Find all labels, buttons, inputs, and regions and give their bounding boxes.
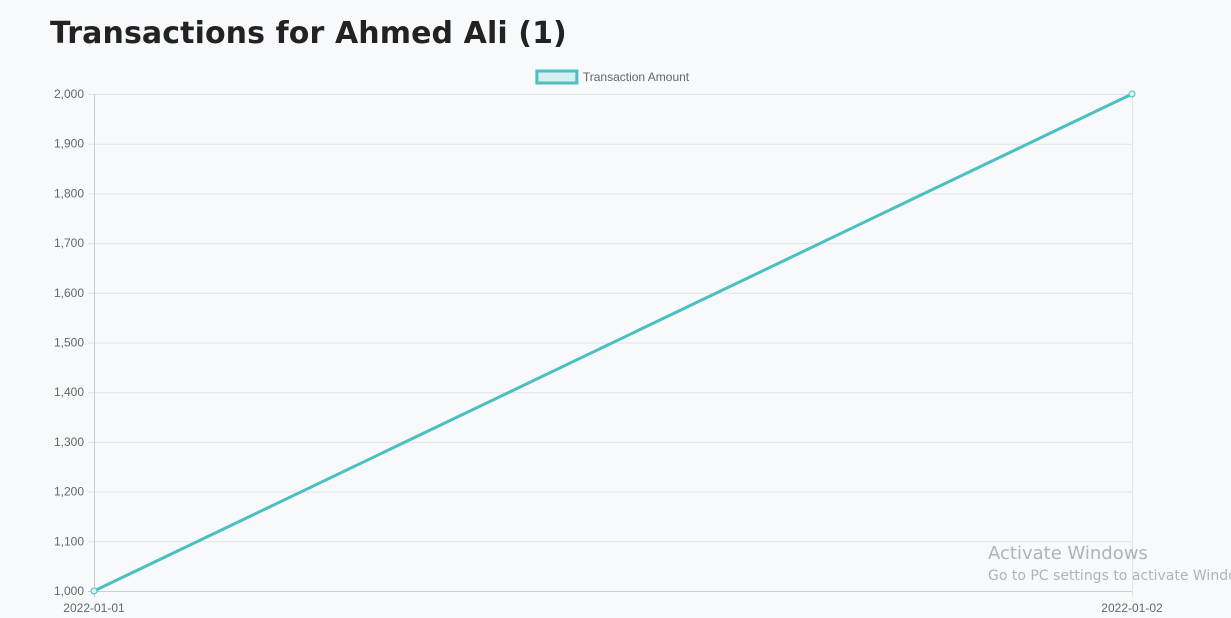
x-tick-label: 2022-01-01 (63, 601, 125, 615)
y-tick-label: 1,600 (54, 286, 84, 300)
y-tick-label: 1,500 (54, 336, 84, 350)
y-tick-label: 1,700 (54, 236, 84, 250)
series-line-0 (92, 92, 1134, 593)
data-point (1128, 90, 1136, 98)
y-tick-label: 2,000 (54, 87, 84, 101)
page-title: Transactions for Ahmed Ali (1) (50, 16, 567, 51)
y-tick-label: 1,400 (54, 385, 84, 399)
data-point (90, 587, 98, 595)
x-tick-label: 2022-01-02 (1101, 601, 1163, 615)
data-points (90, 90, 1136, 595)
y-tick-label: 1,900 (54, 137, 84, 151)
y-tick-labels: 1,000 1,100 1,200 1,300 1,400 1,500 1,600 1,700… (54, 87, 84, 598)
grid-lines (88, 94, 1133, 597)
series-lines (92, 92, 1134, 593)
y-tick-label: 1,800 (54, 186, 84, 200)
y-tick-label: 1,200 (54, 485, 84, 499)
legend-swatch (535, 69, 579, 85)
legend-label: Transaction Amount (583, 70, 690, 84)
legend[interactable]: Transaction Amount (535, 69, 690, 85)
y-tick-label: 1,000 (54, 584, 84, 598)
y-tick-label: 1,100 (54, 534, 84, 548)
axes (88, 94, 1132, 597)
x-tick-labels: 2022-01-01 2022-01-02 (63, 601, 1163, 615)
y-tick-label: 1,300 (54, 435, 84, 449)
